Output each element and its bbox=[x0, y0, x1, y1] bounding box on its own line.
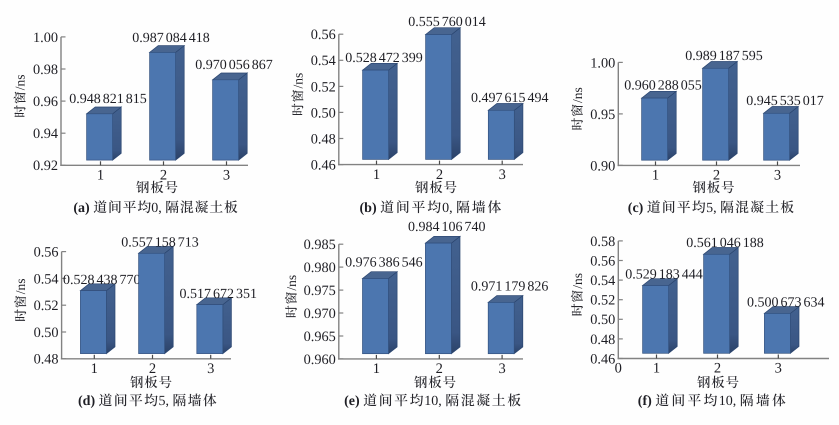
svg-text:0.50: 0.50 bbox=[311, 105, 336, 121]
svg-text:0.56: 0.56 bbox=[590, 253, 615, 269]
svg-text:0: 0 bbox=[615, 361, 622, 377]
svg-text:0.960 288 055: 0.960 288 055 bbox=[624, 79, 702, 94]
svg-text:0.555 760 014: 0.555 760 014 bbox=[408, 15, 486, 30]
svg-text:3: 3 bbox=[775, 361, 782, 377]
svg-text:0.970 056 867: 0.970 056 867 bbox=[195, 58, 273, 73]
svg-text:/ns: /ns bbox=[284, 275, 299, 291]
svg-text:0.948 821 815: 0.948 821 815 bbox=[69, 92, 147, 107]
svg-text:0.500 673 634: 0.500 673 634 bbox=[747, 295, 825, 310]
svg-text:0.985: 0.985 bbox=[304, 237, 336, 253]
svg-text:0.96: 0.96 bbox=[33, 94, 58, 110]
svg-text:/ns: /ns bbox=[13, 74, 28, 90]
svg-text:5,: 5, bbox=[706, 201, 717, 216]
svg-text:0.58: 0.58 bbox=[590, 234, 615, 250]
svg-text:0.46: 0.46 bbox=[590, 351, 615, 367]
svg-text:0,: 0, bbox=[151, 201, 162, 216]
svg-text:0.528 472 399: 0.528 472 399 bbox=[345, 51, 423, 66]
svg-text:10,: 10, bbox=[424, 394, 442, 409]
svg-text:0.561 046 188: 0.561 046 188 bbox=[686, 236, 764, 251]
svg-text:0.56: 0.56 bbox=[311, 27, 336, 43]
svg-text:0.52: 0.52 bbox=[311, 79, 336, 95]
svg-text:/ns: /ns bbox=[570, 87, 585, 103]
svg-text:(f): (f) bbox=[638, 394, 652, 409]
svg-text:0.945 535 017: 0.945 535 017 bbox=[746, 94, 824, 109]
svg-text:2: 2 bbox=[160, 168, 167, 184]
svg-text:1: 1 bbox=[91, 361, 98, 377]
svg-text:0.989 187 595: 0.989 187 595 bbox=[685, 49, 763, 64]
svg-text:(b): (b) bbox=[360, 201, 377, 216]
svg-text:0.98: 0.98 bbox=[33, 62, 58, 78]
svg-text:3: 3 bbox=[499, 167, 506, 183]
svg-text:0.94: 0.94 bbox=[33, 126, 58, 142]
svg-text:5,: 5, bbox=[159, 394, 170, 409]
svg-text:0.987 084 418: 0.987 084 418 bbox=[132, 31, 210, 46]
svg-text:2: 2 bbox=[436, 167, 443, 183]
svg-text:0.48: 0.48 bbox=[34, 352, 59, 368]
svg-text:(d): (d) bbox=[78, 394, 95, 409]
svg-text:0.980: 0.980 bbox=[304, 260, 336, 276]
svg-text:0,: 0, bbox=[442, 201, 453, 216]
svg-text:(a): (a) bbox=[73, 201, 90, 216]
svg-text:0.54: 0.54 bbox=[34, 271, 59, 287]
svg-text:0.970: 0.970 bbox=[304, 306, 336, 322]
svg-text:2: 2 bbox=[149, 361, 156, 377]
svg-text:0.52: 0.52 bbox=[590, 293, 615, 309]
svg-text:3: 3 bbox=[207, 361, 214, 377]
svg-text:3: 3 bbox=[498, 361, 505, 377]
svg-text:1: 1 bbox=[652, 168, 659, 184]
svg-text:0.517 672 351: 0.517 672 351 bbox=[179, 287, 257, 302]
svg-text:0.984 106 740: 0.984 106 740 bbox=[408, 220, 486, 235]
svg-text:1.00: 1.00 bbox=[33, 30, 58, 46]
svg-text:0.92: 0.92 bbox=[33, 158, 58, 174]
svg-text:0.54: 0.54 bbox=[311, 53, 336, 69]
svg-text:(c): (c) bbox=[628, 201, 644, 216]
svg-text:0.48: 0.48 bbox=[590, 332, 615, 348]
svg-text:/ns: /ns bbox=[290, 73, 305, 89]
svg-text:0.46: 0.46 bbox=[311, 158, 336, 174]
svg-text:2: 2 bbox=[714, 361, 721, 377]
svg-text:0.52: 0.52 bbox=[34, 298, 59, 314]
svg-text:(e): (e) bbox=[344, 394, 360, 409]
svg-text:1: 1 bbox=[97, 168, 104, 184]
svg-text:10,: 10, bbox=[719, 394, 737, 409]
svg-text:2: 2 bbox=[436, 361, 443, 377]
svg-text:/ns: /ns bbox=[570, 273, 585, 289]
svg-text:0.50: 0.50 bbox=[34, 325, 59, 341]
svg-text:0.965: 0.965 bbox=[304, 329, 336, 345]
svg-text:0.960: 0.960 bbox=[304, 352, 336, 368]
svg-text:3: 3 bbox=[774, 168, 781, 184]
svg-text:0.50: 0.50 bbox=[590, 312, 615, 328]
svg-text:0.528 438 770: 0.528 438 770 bbox=[63, 273, 141, 288]
svg-text:0.95: 0.95 bbox=[590, 107, 615, 123]
svg-text:0.529 183 444: 0.529 183 444 bbox=[625, 267, 703, 282]
svg-text:0.90: 0.90 bbox=[590, 158, 615, 174]
svg-text:1: 1 bbox=[653, 361, 660, 377]
svg-text:0.48: 0.48 bbox=[311, 131, 336, 147]
svg-text:0.56: 0.56 bbox=[34, 245, 59, 261]
svg-text:0.557 158 713: 0.557 158 713 bbox=[121, 236, 199, 251]
svg-text:1.00: 1.00 bbox=[590, 55, 615, 71]
svg-text:0.497 615 494: 0.497 615 494 bbox=[471, 91, 549, 106]
svg-text:0.54: 0.54 bbox=[590, 273, 615, 289]
svg-text:/ns: /ns bbox=[13, 279, 28, 295]
svg-text:0.971 179 826: 0.971 179 826 bbox=[471, 280, 549, 295]
svg-text:1: 1 bbox=[373, 361, 380, 377]
svg-text:3: 3 bbox=[223, 168, 230, 184]
svg-text:1: 1 bbox=[373, 167, 380, 183]
svg-text:2: 2 bbox=[713, 168, 720, 184]
svg-text:0.976 386 546: 0.976 386 546 bbox=[345, 256, 423, 271]
svg-text:0.975: 0.975 bbox=[304, 283, 336, 299]
